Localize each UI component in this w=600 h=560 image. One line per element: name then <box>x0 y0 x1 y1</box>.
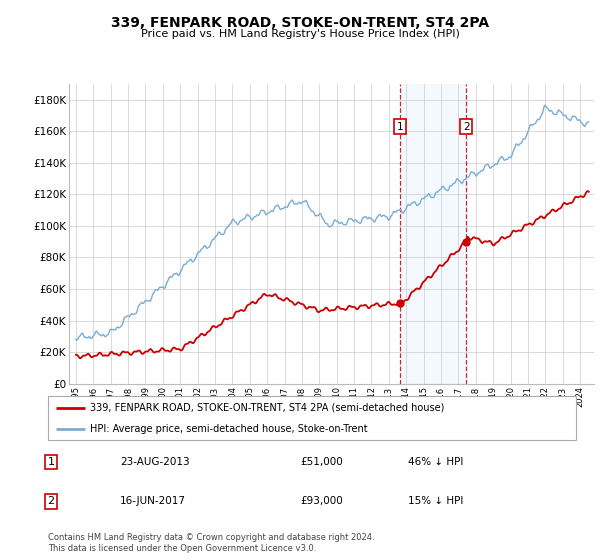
Text: 15% ↓ HPI: 15% ↓ HPI <box>408 496 463 506</box>
Bar <box>400 84 466 384</box>
Text: 2: 2 <box>463 122 470 132</box>
Text: 339, FENPARK ROAD, STOKE-ON-TRENT, ST4 2PA: 339, FENPARK ROAD, STOKE-ON-TRENT, ST4 2… <box>111 16 489 30</box>
Text: £51,000: £51,000 <box>300 457 343 467</box>
Text: 46% ↓ HPI: 46% ↓ HPI <box>408 457 463 467</box>
Text: 16-JUN-2017: 16-JUN-2017 <box>120 496 186 506</box>
Text: 2: 2 <box>47 496 55 506</box>
Text: Price paid vs. HM Land Registry's House Price Index (HPI): Price paid vs. HM Land Registry's House … <box>140 29 460 39</box>
Text: 23-AUG-2013: 23-AUG-2013 <box>120 457 190 467</box>
Text: 1: 1 <box>397 122 403 132</box>
Text: 1: 1 <box>47 457 55 467</box>
Text: 339, FENPARK ROAD, STOKE-ON-TRENT, ST4 2PA (semi-detached house): 339, FENPARK ROAD, STOKE-ON-TRENT, ST4 2… <box>90 403 445 413</box>
Text: HPI: Average price, semi-detached house, Stoke-on-Trent: HPI: Average price, semi-detached house,… <box>90 424 368 433</box>
Text: £93,000: £93,000 <box>300 496 343 506</box>
Text: Contains HM Land Registry data © Crown copyright and database right 2024.
This d: Contains HM Land Registry data © Crown c… <box>48 533 374 553</box>
